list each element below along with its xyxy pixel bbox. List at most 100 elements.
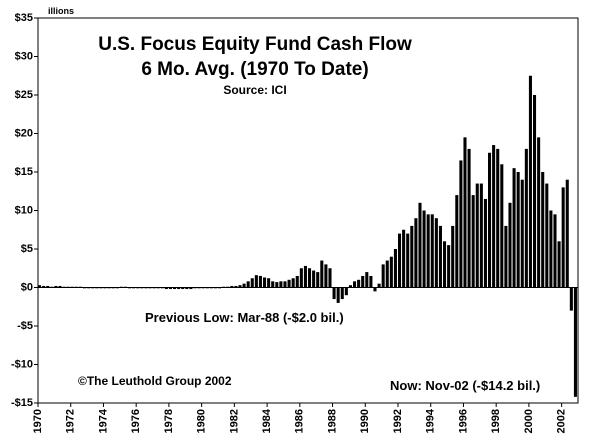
bar: [426, 214, 430, 288]
y-tick-label: $35: [15, 12, 33, 24]
bar: [324, 264, 328, 288]
bar: [561, 187, 565, 288]
bar: [418, 202, 422, 288]
bar: [168, 287, 172, 290]
bar: [410, 225, 414, 288]
y-tick-label: -$10: [11, 358, 33, 370]
bar: [38, 285, 42, 288]
bar: [181, 287, 185, 290]
y-tick-label: $10: [15, 204, 33, 216]
x-tick-label: 1978: [163, 409, 175, 433]
bar: [361, 275, 365, 288]
bar: [369, 275, 373, 288]
bar: [328, 268, 332, 288]
bar: [295, 275, 299, 288]
bar: [569, 287, 573, 311]
bar: [500, 164, 504, 288]
x-tick-label: 2002: [556, 409, 568, 433]
x-tick-label: 1988: [326, 409, 338, 433]
y-tick-label: -$5: [17, 320, 33, 332]
bar: [42, 285, 46, 288]
bar: [336, 287, 340, 303]
bar: [463, 137, 467, 288]
bar: [402, 229, 406, 288]
bar: [303, 265, 307, 288]
bar: [173, 287, 177, 290]
bar: [434, 218, 438, 288]
y-tick-label: $5: [21, 243, 33, 255]
x-tick-label: 2000: [523, 409, 535, 433]
bar: [320, 260, 324, 288]
bar: [398, 233, 402, 288]
bar: [365, 272, 369, 288]
bar: [471, 195, 475, 288]
bar: [254, 275, 258, 288]
bar: [381, 264, 385, 288]
x-tick-label: 1984: [261, 408, 273, 433]
bar: [344, 287, 348, 296]
bar: [455, 195, 459, 288]
bar: [279, 281, 283, 288]
bar: [46, 285, 50, 288]
bar: [508, 202, 512, 288]
bar: [267, 278, 271, 288]
bar: [353, 281, 357, 288]
bar: [316, 272, 320, 288]
bar: [492, 145, 496, 288]
x-tick-label: 1986: [294, 409, 306, 433]
bar: [451, 225, 455, 288]
bar: [389, 256, 393, 288]
x-tick-label: 1998: [490, 409, 502, 433]
bar: [438, 225, 442, 288]
bar: [275, 282, 279, 288]
bar: [528, 75, 532, 288]
annotation: Previous Low: Mar-88 (-$2.0 bil.): [145, 310, 344, 325]
bar: [230, 285, 234, 288]
x-tick-label: 1990: [359, 409, 371, 433]
bar: [541, 172, 545, 288]
y-tick-label: -$15: [11, 397, 33, 409]
bar: [488, 152, 492, 288]
bar: [459, 160, 463, 288]
bar: [185, 287, 189, 290]
bar: [443, 241, 447, 288]
bar: [512, 168, 516, 288]
bar: [475, 183, 479, 288]
bar: [287, 279, 291, 288]
bar: [414, 218, 418, 288]
bar: [246, 281, 250, 288]
bar: [377, 283, 381, 288]
bar: [467, 148, 471, 288]
bar: [537, 137, 541, 288]
bar: [258, 275, 262, 288]
bar: [54, 285, 58, 288]
bar: [373, 287, 377, 292]
x-tick-label: 1970: [32, 409, 44, 433]
bar: [430, 214, 434, 288]
y-tick-label: $30: [15, 50, 33, 62]
bar: [238, 285, 242, 288]
bar: [516, 172, 520, 288]
bar: [299, 268, 303, 288]
bar: [177, 287, 181, 290]
bar: [406, 233, 410, 288]
bar: [58, 285, 62, 288]
x-tick-label: 1976: [130, 409, 142, 433]
x-tick-label: 1980: [196, 409, 208, 433]
bar: [393, 249, 397, 288]
bar: [385, 260, 389, 288]
bar: [573, 287, 577, 397]
bar: [271, 281, 275, 288]
bar: [496, 148, 500, 288]
bar: [348, 285, 352, 288]
bar: [422, 210, 426, 288]
annotation: ©The Leuthold Group 2002: [78, 374, 232, 388]
bar: [524, 148, 528, 288]
x-tick-label: 1972: [65, 409, 77, 433]
x-tick-label: 1994: [425, 408, 437, 433]
bar: [483, 198, 487, 288]
x-tick-label: 1992: [392, 409, 404, 433]
bar: [549, 210, 553, 288]
bar: [357, 279, 361, 288]
